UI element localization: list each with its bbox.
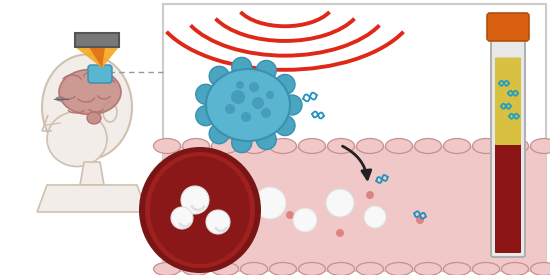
Circle shape [326, 189, 354, 217]
Ellipse shape [502, 139, 529, 153]
Ellipse shape [415, 263, 442, 275]
Ellipse shape [386, 139, 412, 153]
Circle shape [286, 211, 294, 219]
Ellipse shape [150, 156, 250, 264]
Circle shape [196, 84, 216, 104]
FancyBboxPatch shape [487, 13, 529, 41]
FancyBboxPatch shape [163, 4, 546, 271]
FancyBboxPatch shape [75, 33, 119, 47]
Ellipse shape [502, 263, 529, 275]
Ellipse shape [208, 71, 288, 139]
Ellipse shape [183, 139, 210, 153]
Ellipse shape [145, 152, 255, 268]
Circle shape [241, 112, 251, 122]
Circle shape [249, 82, 259, 92]
Circle shape [232, 57, 252, 77]
FancyBboxPatch shape [163, 146, 546, 271]
Ellipse shape [299, 139, 326, 153]
Circle shape [293, 208, 317, 232]
Circle shape [226, 196, 234, 204]
Circle shape [252, 97, 264, 109]
Circle shape [416, 216, 424, 224]
Ellipse shape [386, 263, 412, 275]
Polygon shape [37, 185, 147, 212]
Polygon shape [75, 47, 119, 68]
Circle shape [231, 90, 245, 104]
Circle shape [282, 95, 302, 115]
Circle shape [366, 191, 374, 199]
Ellipse shape [299, 263, 326, 275]
Ellipse shape [356, 263, 383, 275]
Ellipse shape [139, 147, 261, 273]
Ellipse shape [531, 263, 550, 275]
Ellipse shape [472, 139, 499, 153]
Circle shape [209, 124, 229, 144]
Ellipse shape [240, 139, 267, 153]
Circle shape [232, 133, 252, 153]
Ellipse shape [356, 139, 383, 153]
FancyBboxPatch shape [495, 57, 521, 145]
Ellipse shape [327, 139, 355, 153]
Ellipse shape [47, 111, 107, 166]
Circle shape [261, 108, 271, 118]
Ellipse shape [206, 69, 290, 141]
Circle shape [209, 66, 229, 86]
Ellipse shape [270, 139, 296, 153]
Ellipse shape [153, 263, 180, 275]
Circle shape [256, 130, 276, 150]
Circle shape [181, 186, 209, 214]
Circle shape [266, 91, 274, 99]
Polygon shape [80, 162, 104, 185]
FancyBboxPatch shape [491, 28, 525, 257]
Ellipse shape [183, 263, 210, 275]
Circle shape [225, 104, 235, 114]
Circle shape [254, 187, 286, 219]
Ellipse shape [87, 112, 101, 124]
Ellipse shape [531, 139, 550, 153]
Circle shape [196, 106, 216, 126]
Circle shape [236, 81, 244, 89]
Circle shape [275, 116, 295, 136]
FancyBboxPatch shape [495, 143, 521, 253]
Circle shape [275, 75, 295, 94]
Circle shape [171, 207, 193, 229]
Ellipse shape [212, 139, 239, 153]
Ellipse shape [443, 263, 470, 275]
Ellipse shape [443, 139, 470, 153]
FancyBboxPatch shape [88, 65, 112, 83]
Circle shape [364, 206, 386, 228]
Ellipse shape [270, 263, 296, 275]
Circle shape [336, 229, 344, 237]
Circle shape [256, 60, 276, 80]
Ellipse shape [415, 139, 442, 153]
Ellipse shape [153, 139, 180, 153]
Ellipse shape [42, 54, 132, 160]
Ellipse shape [103, 102, 117, 122]
Ellipse shape [56, 97, 64, 101]
Ellipse shape [240, 263, 267, 275]
Ellipse shape [472, 263, 499, 275]
Ellipse shape [212, 263, 239, 275]
Ellipse shape [59, 70, 121, 114]
Ellipse shape [327, 263, 355, 275]
Polygon shape [89, 47, 105, 68]
Circle shape [206, 210, 230, 234]
